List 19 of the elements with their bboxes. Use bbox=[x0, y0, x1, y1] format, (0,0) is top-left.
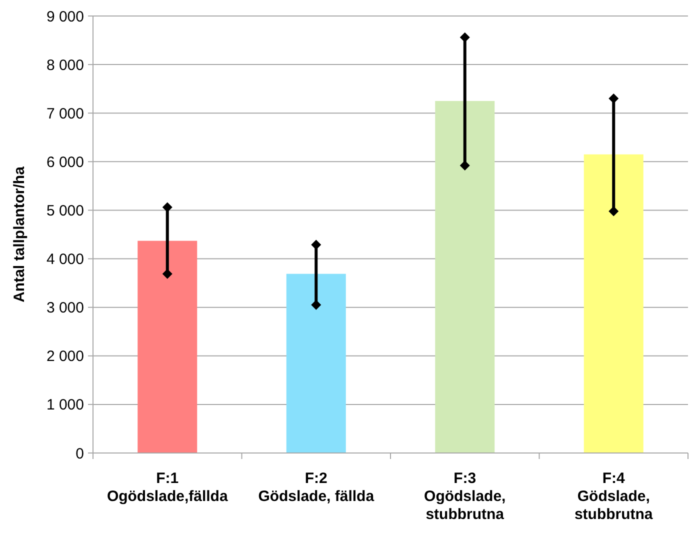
bar bbox=[286, 274, 346, 453]
y-tick-label: 5 000 bbox=[46, 202, 84, 220]
y-tick-label: 8 000 bbox=[46, 56, 84, 74]
y-tick-label: 3 000 bbox=[46, 300, 84, 317]
y-tick-label: 4 000 bbox=[46, 251, 84, 268]
x-tick-label: F:2 Gödslade, fällda bbox=[258, 470, 375, 505]
x-tick-label: F:4 Gödslade, stubbrutna bbox=[574, 470, 654, 523]
y-tick-label: 9 000 bbox=[46, 8, 84, 26]
x-tick-label: F:1 Ogödslade,fällda bbox=[106, 470, 228, 505]
y-tick-label: 0 bbox=[76, 445, 84, 462]
y-axis-title: Antal tallplantor/ha bbox=[11, 166, 28, 302]
bar bbox=[435, 100, 495, 453]
y-tick-label: 7 000 bbox=[46, 105, 84, 122]
y-tick-label: 1 000 bbox=[46, 396, 84, 414]
y-tick-label: 6 000 bbox=[46, 154, 84, 171]
bar bbox=[584, 154, 644, 453]
bar bbox=[138, 240, 198, 453]
x-tick-label: F:3 Ogödslade, stubbrutna bbox=[424, 470, 506, 523]
y-tick-label: 2 000 bbox=[46, 348, 84, 366]
